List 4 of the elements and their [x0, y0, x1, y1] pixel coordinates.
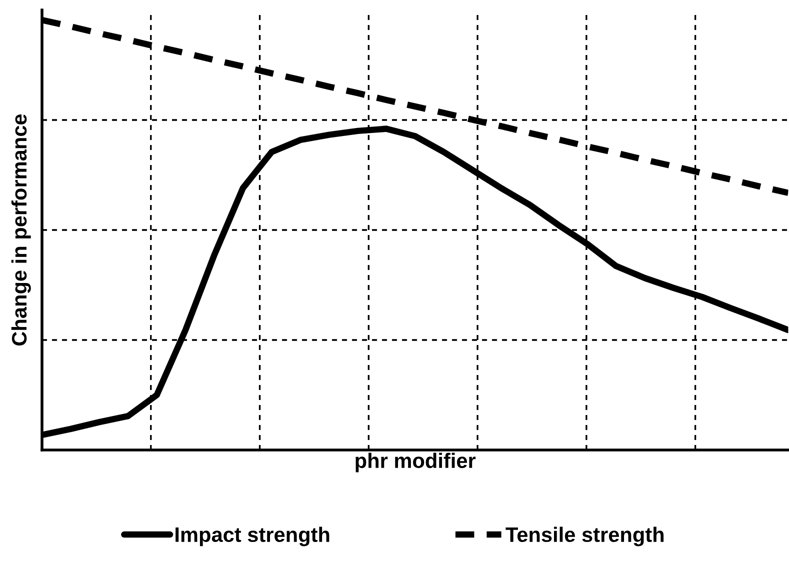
y-axis-title: Change in performance: [11, 114, 31, 346]
legend-label: Tensile strength: [506, 526, 664, 546]
legend-label: Impact strength: [176, 526, 330, 546]
x-axis-title: phr modifier: [356, 452, 476, 472]
